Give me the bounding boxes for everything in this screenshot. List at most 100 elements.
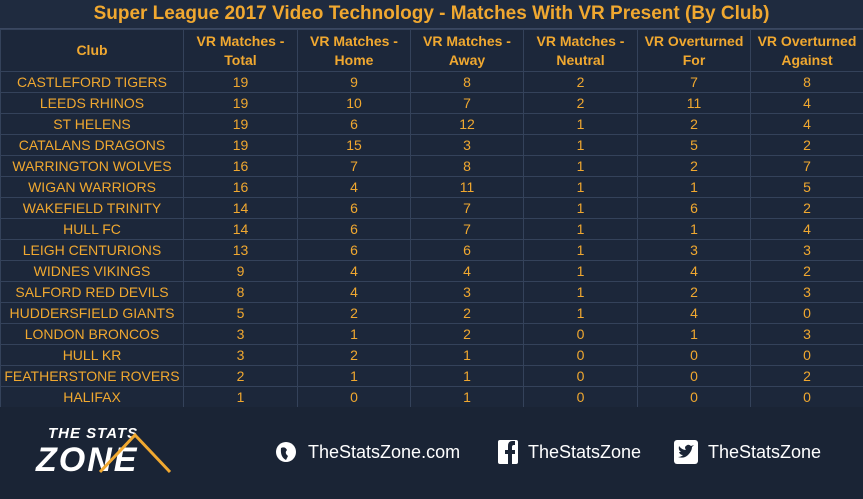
club-cell: WARRINGTON WOLVES (0, 155, 184, 177)
number-cell: 3 (183, 344, 298, 366)
number-cell: 15 (297, 134, 411, 156)
table-row: FEATHERSTONE ROVERS 2 1 1 0 0 2 (0, 365, 863, 387)
number-cell: 2 (523, 71, 638, 93)
number-cell: 1 (297, 323, 411, 345)
number-cell: 1 (523, 281, 638, 303)
number-cell: 1 (410, 365, 524, 387)
number-cell: 1 (297, 365, 411, 387)
table-row: SALFORD RED DEVILS 8 4 3 1 2 3 (0, 281, 863, 303)
table: Club VR Matches - Total VR Matches - Home VR … (0, 29, 863, 408)
number-cell: 6 (410, 239, 524, 261)
club-cell: CASTLEFORD TIGERS (0, 71, 184, 93)
number-cell: 2 (750, 134, 863, 156)
number-cell: 14 (183, 218, 298, 240)
number-cell: 12 (410, 113, 524, 135)
number-cell: 7 (410, 218, 524, 240)
facebook-icon (498, 440, 518, 464)
table-row: LEEDS RHINOS 19 10 7 2 11 4 (0, 92, 863, 114)
number-cell: 4 (750, 113, 863, 135)
club-cell: ST HELENS (0, 113, 184, 135)
club-cell: WAKEFIELD TRINITY (0, 197, 184, 219)
column-header: VR Overturned Against (750, 29, 863, 72)
number-cell: 10 (297, 92, 411, 114)
number-cell: 1 (637, 323, 751, 345)
number-cell: 3 (750, 323, 863, 345)
number-cell: 2 (750, 260, 863, 282)
number-cell: 8 (183, 281, 298, 303)
number-cell: 0 (750, 344, 863, 366)
number-cell: 0 (750, 302, 863, 324)
number-cell: 4 (750, 218, 863, 240)
number-cell: 0 (523, 323, 638, 345)
number-cell: 4 (297, 281, 411, 303)
number-cell: 2 (523, 92, 638, 114)
table-row: HULL KR 3 2 1 0 0 0 (0, 344, 863, 366)
header-line: VR Matches - (536, 32, 625, 49)
number-cell: 1 (523, 176, 638, 198)
column-header: VR Overturned For (637, 29, 751, 72)
number-cell: 6 (297, 218, 411, 240)
number-cell: 19 (183, 134, 298, 156)
table-row: ST HELENS 19 6 12 1 2 4 (0, 113, 863, 135)
club-cell: SALFORD RED DEVILS (0, 281, 184, 303)
header-line: VR Overturned (644, 32, 744, 49)
column-header: Club (0, 29, 184, 72)
table-row: LONDON BRONCOS 3 1 2 0 1 3 (0, 323, 863, 345)
number-cell: 4 (637, 260, 751, 282)
number-cell: 0 (523, 386, 638, 408)
header-line: Club (76, 42, 108, 58)
number-cell: 2 (637, 113, 751, 135)
number-cell: 5 (637, 134, 751, 156)
number-cell: 3 (750, 239, 863, 261)
number-cell: 19 (183, 113, 298, 135)
club-cell: FEATHERSTONE ROVERS (0, 365, 184, 387)
number-cell: 11 (637, 92, 751, 114)
club-cell: HULL KR (0, 344, 184, 366)
number-cell: 4 (297, 176, 411, 198)
number-cell: 2 (297, 344, 411, 366)
number-cell: 16 (183, 176, 298, 198)
table-row: LEIGH CENTURIONS 13 6 6 1 3 3 (0, 239, 863, 261)
table-row: HULL FC 14 6 7 1 1 4 (0, 218, 863, 240)
number-cell: 0 (637, 365, 751, 387)
number-cell: 1 (523, 134, 638, 156)
number-cell: 2 (297, 302, 411, 324)
number-cell: 2 (750, 365, 863, 387)
number-cell: 8 (750, 71, 863, 93)
number-cell: 0 (523, 365, 638, 387)
title: Super League 2017 Video Technology - Mat… (0, 0, 863, 29)
number-cell: 5 (183, 302, 298, 324)
number-cell: 8 (410, 71, 524, 93)
logo-text: THE STATS (48, 425, 139, 442)
footer: THE STATS ZONE TheStatsZone.com TheStats… (0, 407, 863, 499)
website-text: TheStatsZone.com (308, 442, 461, 462)
table-row: WIGAN WARRIORS 16 4 11 1 1 5 (0, 176, 863, 198)
club-cell: HUDDERSFIELD GIANTS (0, 302, 184, 324)
club-cell: LEEDS RHINOS (0, 92, 184, 114)
number-cell: 14 (183, 197, 298, 219)
number-cell: 8 (410, 155, 524, 177)
table-body: CASTLEFORD TIGERS 19 9 8 2 7 8 LEEDS RHINOS 19 10… (0, 71, 863, 408)
number-cell: 3 (637, 239, 751, 261)
header-line: Neutral (556, 51, 605, 68)
logo-graphic (98, 432, 172, 474)
number-cell: 9 (183, 260, 298, 282)
number-cell: 4 (297, 260, 411, 282)
club-cell: LONDON BRONCOS (0, 323, 184, 345)
number-cell: 16 (183, 155, 298, 177)
table-row: CATALANS DRAGONS 19 15 3 1 5 2 (0, 134, 863, 156)
header-line: VR Matches - (423, 32, 511, 49)
number-cell: 3 (750, 281, 863, 303)
globe-icon (276, 442, 296, 462)
header-line: VR Matches - (310, 32, 398, 49)
number-cell: 6 (297, 113, 411, 135)
facebook-text: TheStatsZone (528, 442, 642, 462)
number-cell: 2 (183, 365, 298, 387)
header-line: Against (781, 51, 833, 68)
number-cell: 2 (410, 323, 524, 345)
table-row: WARRINGTON WOLVES 16 7 8 1 2 7 (0, 155, 863, 177)
number-cell: 7 (297, 155, 411, 177)
table-row: HALIFAX 1 0 1 0 0 0 (0, 386, 863, 408)
number-cell: 1 (637, 218, 751, 240)
header-line: VR Matches - (196, 32, 285, 49)
